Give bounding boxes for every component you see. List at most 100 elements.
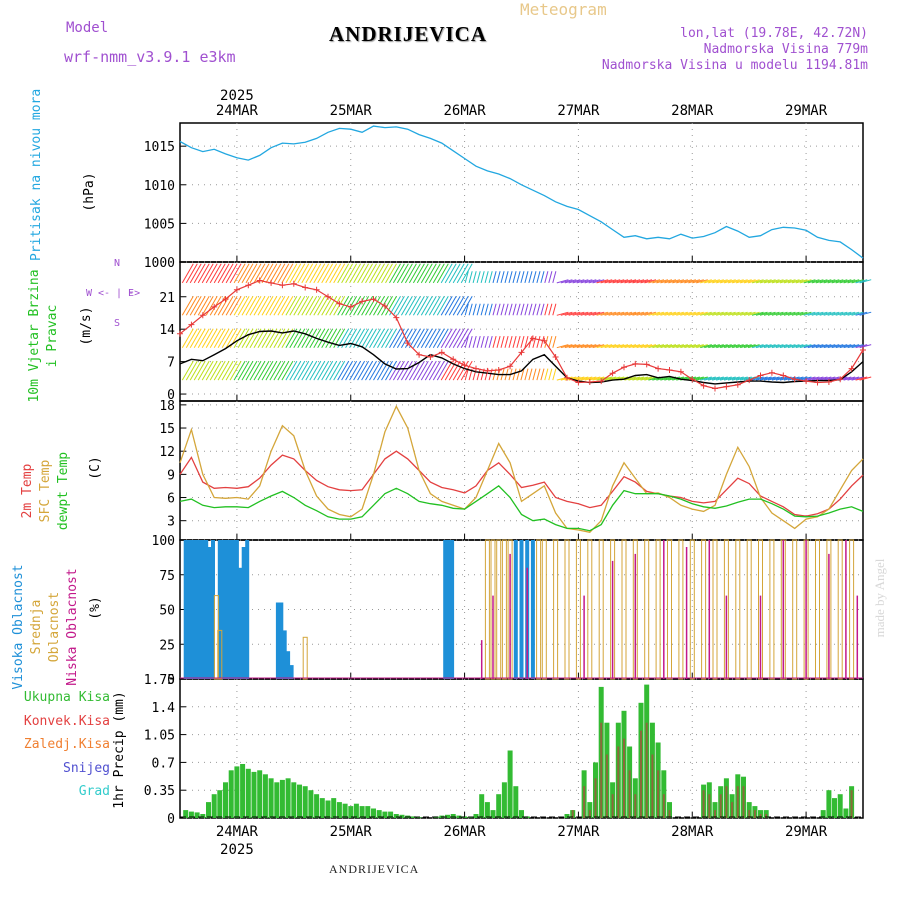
wind-barb [205, 263, 218, 284]
wind-barb [704, 344, 716, 349]
wind-barb [189, 263, 202, 284]
wind-barb [731, 279, 744, 284]
wind-barb [416, 360, 429, 381]
wind-barb [213, 263, 226, 284]
wind-barb [253, 295, 266, 316]
precip-conv-bar [742, 786, 745, 818]
wind-barb [859, 344, 872, 349]
wind-barb [337, 360, 350, 381]
wind-barb [835, 344, 848, 349]
cloud-mid-bar [837, 539, 843, 680]
precip-conv-bar [765, 814, 768, 818]
wind-gust-marker [393, 314, 400, 321]
cloud-high-bar [193, 540, 198, 679]
wind-gust-marker [256, 277, 263, 284]
temp-dew-line [179, 485, 864, 532]
wind-barb [317, 328, 330, 348]
wind-barb [640, 279, 653, 284]
wind-barb [520, 303, 525, 316]
wind-barb [416, 263, 429, 284]
cloud-mid-bar [712, 539, 718, 680]
wind-barb [265, 360, 278, 381]
wind-barb [305, 328, 318, 348]
ytick-label-1: 7 [167, 356, 175, 371]
precip-conv-bar [657, 770, 660, 818]
wind-barb [476, 368, 481, 381]
wind-barb [855, 279, 868, 284]
wind-barb [500, 335, 505, 348]
wind-barb [723, 311, 736, 316]
wind-barb [692, 311, 704, 316]
wind-barb [640, 344, 653, 349]
precip-conv-bar [600, 722, 603, 818]
cloud-high-bar [446, 540, 451, 679]
wind-barb [408, 360, 421, 381]
wind-barb [524, 368, 529, 381]
wind-barb [755, 344, 768, 349]
wind-barb [700, 279, 712, 284]
wind-barb [532, 271, 537, 284]
precip-total-bar [564, 814, 570, 818]
wind-barb [731, 311, 744, 316]
precip-total-bar [746, 802, 752, 818]
wind-barb [823, 376, 836, 381]
wind-gust-marker [825, 379, 832, 385]
wind-gust-marker [575, 379, 582, 386]
wind-barb [556, 279, 569, 284]
wind-barb [716, 344, 728, 349]
wind-barb [684, 344, 697, 349]
precip-total-bar [519, 810, 524, 818]
precip-conv-bar [583, 786, 586, 818]
wind-barb [408, 295, 421, 316]
wind-barb [859, 311, 872, 316]
precip-conv-bar [640, 730, 642, 818]
wind-barb [516, 271, 521, 284]
pressure-line [179, 125, 864, 259]
wind-barb [377, 328, 389, 348]
precip-total-bar [325, 800, 331, 818]
wind-barb [799, 344, 812, 349]
wind-barb [349, 263, 362, 284]
precip-total-bar [820, 810, 826, 818]
wind-barb [704, 376, 716, 381]
wind-barb [504, 335, 509, 348]
wind-barb [205, 360, 218, 381]
cloud-high-bar [204, 540, 209, 679]
wind-barb [588, 311, 601, 316]
wind-barb [584, 344, 597, 349]
wind-barb [532, 368, 537, 381]
precip-conv-bar [651, 754, 654, 818]
wind-barb [588, 344, 601, 349]
wind-barb [819, 311, 832, 316]
wind-barb [831, 279, 844, 284]
precip-total-bar [587, 802, 593, 818]
ytick-label-3: 100 [152, 534, 175, 549]
wind-barb [305, 263, 318, 284]
wind-barb [500, 271, 505, 284]
wind-barb [859, 279, 872, 284]
wind-gust-marker [245, 282, 252, 289]
panel-frame-0 [179, 122, 864, 263]
wind-barb [508, 303, 513, 316]
wind-barb [771, 279, 784, 284]
wind-barb [735, 344, 748, 349]
wind-barb [416, 295, 429, 316]
wind-barb [424, 328, 437, 348]
wind-barb [285, 360, 298, 381]
product-title: Meteogram [520, 0, 607, 19]
wind-barb [373, 360, 385, 381]
wind-barb [843, 311, 856, 316]
wind-barb [855, 376, 868, 381]
wind-barb [596, 279, 609, 284]
precip-total-bar [826, 790, 832, 818]
precip-total-bar [416, 817, 422, 818]
wind-gust-marker [302, 284, 309, 291]
wind-barb [365, 263, 377, 284]
wind-barb [680, 344, 693, 349]
precip-total-bar [513, 786, 519, 818]
precip-total-bar [194, 812, 200, 818]
wind-barb [385, 328, 397, 348]
wind-barb [727, 279, 740, 284]
wind-barb [536, 303, 541, 316]
wind-barb [783, 344, 796, 349]
